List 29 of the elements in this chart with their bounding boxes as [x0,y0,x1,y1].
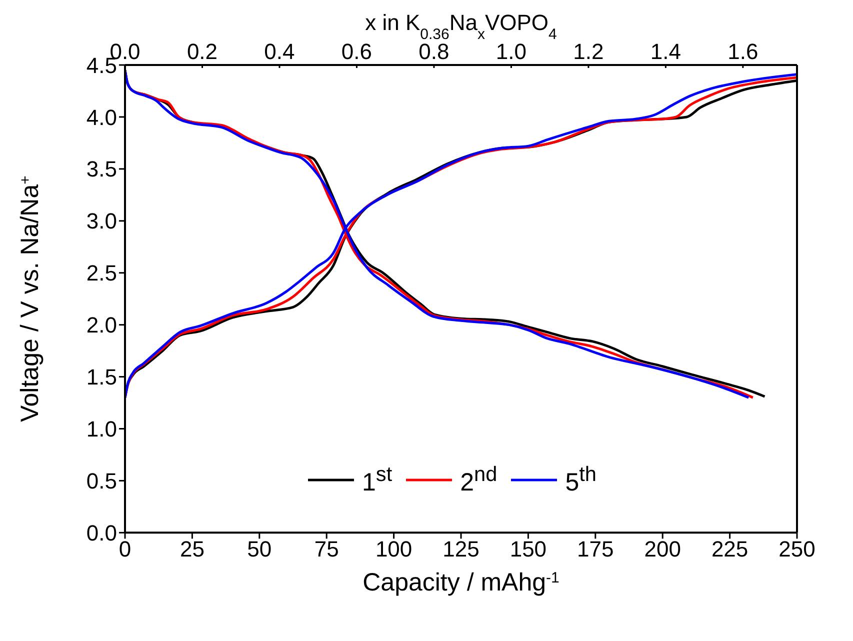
x-tick-label: 200 [644,536,681,562]
x-tick-label: 75 [314,536,339,562]
x-tick-label: 100 [375,536,412,562]
x-tick-label: 225 [711,536,748,562]
x-axis-title: Capacity / mAhg$^{-1}$ [362,568,560,597]
x-tick-label: 125 [442,536,480,562]
x2-tick-label: 1.4 [650,39,681,64]
x2-tick-label: 0.4 [264,39,295,64]
y-tick-label: 4.0 [86,104,117,130]
x2-tick-label: 0.2 [186,39,218,64]
y-tick-label: 0.0 [86,520,117,546]
y-tick-label: 0.5 [86,468,117,494]
x-tick-label: 250 [778,536,816,562]
y-tick-label: 1.5 [86,364,117,390]
y-tick-label: 2.0 [86,312,117,338]
x-tick-label: 0 [118,536,132,562]
legend-label: 2$^{nd}$ [460,463,498,498]
x-tick-label: 175 [577,536,614,562]
x2-tick-label: 1.2 [573,39,604,64]
legend-label: 1$^{st}$ [362,463,392,498]
x2-tick-label: 1.6 [728,39,758,64]
legend-label: 5$^{th}$ [565,463,596,498]
y-tick-label: 3.5 [86,156,117,182]
x-tick-label: 50 [247,536,272,562]
x-tick-label: 150 [510,536,547,562]
y-tick-label: 2.5 [86,260,117,286]
y-tick-label: 1.0 [86,416,117,442]
y-tick-label: 3.0 [86,208,117,234]
x-tick-label: 25 [180,536,204,562]
